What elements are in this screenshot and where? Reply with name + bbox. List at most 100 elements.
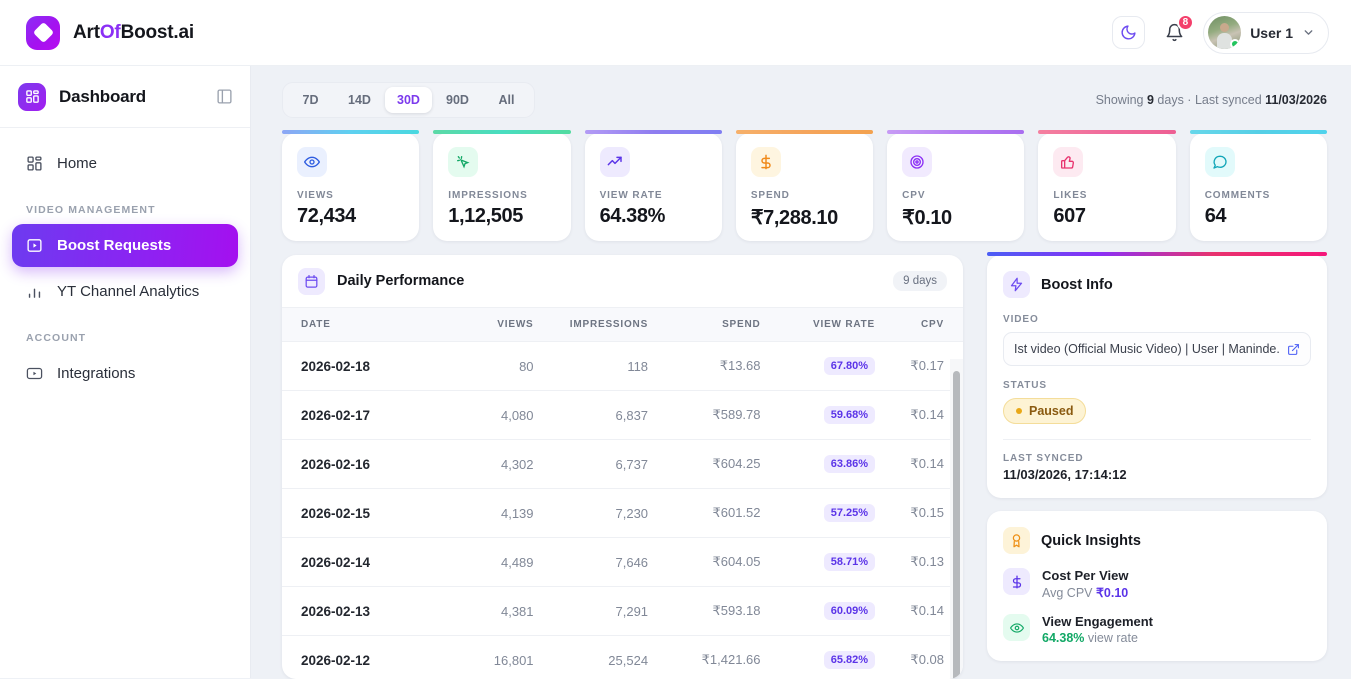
stat-card-comments: COMMENTS 64: [1190, 133, 1327, 241]
cell-view-rate: 67.80%: [761, 342, 876, 391]
cell-impressions: 7,646: [534, 538, 649, 587]
sidebar-item-boost-requests[interactable]: Boost Requests: [12, 224, 238, 267]
notifications-button[interactable]: 8: [1159, 18, 1189, 48]
range-all[interactable]: All: [483, 87, 530, 113]
insight-sub-value: 64.38%: [1042, 631, 1084, 645]
stat-card-likes: LIKES 607: [1038, 133, 1175, 241]
sidebar-item-integrations[interactable]: Integrations: [12, 352, 238, 395]
range-14d[interactable]: 14D: [336, 87, 383, 113]
cell-views: 4,381: [435, 587, 533, 636]
insight-sub-value: ₹0.10: [1096, 586, 1128, 600]
stat-card-view-rate: VIEW RATE 64.38%: [585, 133, 722, 241]
table-row[interactable]: 2026-02-16 4,302 6,737 ₹604.25 63.86% ₹0…: [282, 440, 963, 489]
table-row[interactable]: 2026-02-14 4,489 7,646 ₹604.05 58.71% ₹0…: [282, 538, 963, 587]
table-row[interactable]: 2026-02-12 16,801 25,524 ₹1,421.66 65.82…: [282, 636, 963, 679]
video-title: Ist video (Official Music Video) | User …: [1014, 342, 1279, 356]
range-90d[interactable]: 90D: [434, 87, 481, 113]
brand-part1: Art: [73, 22, 100, 43]
grid-icon: [26, 155, 43, 172]
sidebar-item-label: Home: [57, 155, 97, 172]
video-link[interactable]: Ist video (Official Music Video) | User …: [1003, 332, 1311, 366]
external-link-icon[interactable]: [1287, 343, 1300, 356]
table-row[interactable]: 2026-02-13 4,381 7,291 ₹593.18 60.09% ₹0…: [282, 587, 963, 636]
cell-spend: ₹601.52: [648, 489, 760, 538]
video-play-icon: [26, 237, 43, 254]
showing-prefix: Showing: [1096, 93, 1147, 107]
stat-card-views: VIEWS 72,434: [282, 133, 419, 241]
cell-views: 80: [435, 342, 533, 391]
insight-view-engagement: View Engagement 64.38% view rate: [1003, 614, 1311, 645]
user-name: User 1: [1250, 25, 1293, 41]
range-7d[interactable]: 7D: [287, 87, 334, 113]
showing-mid: days · Last synced: [1154, 93, 1265, 107]
stat-value: 64: [1205, 205, 1313, 228]
lightning-icon: [1003, 271, 1030, 298]
cell-views: 16,801: [435, 636, 533, 679]
stat-card-cpv: CPV ₹0.10: [887, 133, 1024, 241]
stat-cards: VIEWS 72,434 IMPRESSIONS 1,12,505 VIEW R…: [282, 133, 1327, 241]
view-rate-badge: 65.82%: [824, 651, 875, 669]
scrollbar-thumb[interactable]: [953, 371, 960, 679]
cell-view-rate: 59.68%: [761, 391, 876, 440]
top-bar-actions: 8 User 1: [1112, 12, 1329, 54]
cell-impressions: 118: [534, 342, 649, 391]
status-text: Paused: [1029, 404, 1073, 418]
table-row[interactable]: 2026-02-18 80 118 ₹13.68 67.80% ₹0.17: [282, 342, 963, 391]
column-header-spend[interactable]: SPEND: [648, 308, 760, 342]
theme-toggle-button[interactable]: [1112, 16, 1145, 49]
daily-performance-card: Daily Performance 9 days DATE VIEWS IMPR…: [282, 255, 963, 679]
view-rate-badge: 57.25%: [824, 504, 875, 522]
dashboard-grid-icon: [18, 83, 46, 111]
content-split: Daily Performance 9 days DATE VIEWS IMPR…: [282, 255, 1327, 679]
quick-insights-header: Quick Insights: [1003, 527, 1311, 554]
cell-view-rate: 63.86%: [761, 440, 876, 489]
view-rate-badge: 58.71%: [824, 553, 875, 571]
stat-label: SPEND: [751, 190, 859, 201]
online-status-dot: [1230, 39, 1240, 49]
award-icon: [1003, 527, 1030, 554]
range-30d[interactable]: 30D: [385, 87, 432, 113]
last-synced-value: 11/03/2026, 17:14:12: [1003, 467, 1311, 482]
cell-views: 4,302: [435, 440, 533, 489]
column-header-impressions[interactable]: IMPRESSIONS: [534, 308, 649, 342]
notification-badge: 8: [1177, 14, 1195, 31]
column-header-cpv[interactable]: CPV: [875, 308, 963, 342]
cell-date: 2026-02-13: [282, 587, 435, 636]
table-row[interactable]: 2026-02-15 4,139 7,230 ₹601.52 57.25% ₹0…: [282, 489, 963, 538]
column-header-views[interactable]: VIEWS: [435, 308, 533, 342]
cell-spend: ₹1,421.66: [648, 636, 760, 679]
column-header-view-rate[interactable]: VIEW RATE: [761, 308, 876, 342]
thumbs-up-icon: [1053, 147, 1083, 177]
sidebar: Dashboard Home VIDEO MANAGEMENT Boost Re…: [0, 66, 251, 678]
sidebar-item-yt-channel-analytics[interactable]: YT Channel Analytics: [12, 270, 238, 313]
cell-views: 4,139: [435, 489, 533, 538]
stat-label: COMMENTS: [1205, 190, 1313, 201]
table-row[interactable]: 2026-02-17 4,080 6,837 ₹589.78 59.68% ₹0…: [282, 391, 963, 440]
stat-label: VIEWS: [297, 190, 405, 201]
brand-part2: Of: [100, 22, 121, 43]
column-header-date[interactable]: DATE: [282, 308, 435, 342]
boost-info-header: Boost Info: [1003, 271, 1311, 298]
sidebar-item-home[interactable]: Home: [12, 142, 238, 185]
diamond-logo-icon: [26, 16, 60, 50]
top-bar: ArtOfBoost.ai 8 User 1: [0, 0, 1351, 66]
moon-icon: [1120, 24, 1137, 41]
sidebar-section-video-management: VIDEO MANAGEMENT: [12, 188, 238, 224]
sidebar-section-account: ACCOUNT: [12, 316, 238, 352]
cell-spend: ₹593.18: [648, 587, 760, 636]
insight-subtitle: Avg CPV ₹0.10: [1042, 585, 1128, 600]
table-scroll-area[interactable]: DATE VIEWS IMPRESSIONS SPEND VIEW RATE C…: [282, 307, 963, 679]
stat-card-impressions: IMPRESSIONS 1,12,505: [433, 133, 570, 241]
status-badge: Paused: [1003, 398, 1086, 424]
user-menu[interactable]: User 1: [1203, 12, 1329, 54]
video-label: VIDEO: [1003, 314, 1311, 325]
days-badge: 9 days: [893, 271, 947, 291]
brand[interactable]: ArtOfBoost.ai: [26, 16, 194, 50]
cell-impressions: 6,737: [534, 440, 649, 489]
bar-chart-icon: [26, 283, 43, 300]
eye-icon: [297, 147, 327, 177]
cell-spend: ₹13.68: [648, 342, 760, 391]
sidebar-item-label: YT Channel Analytics: [57, 283, 199, 300]
panel-collapse-icon[interactable]: [214, 87, 234, 107]
sidebar-nav: Home VIDEO MANAGEMENT Boost Requests YT …: [0, 128, 250, 395]
